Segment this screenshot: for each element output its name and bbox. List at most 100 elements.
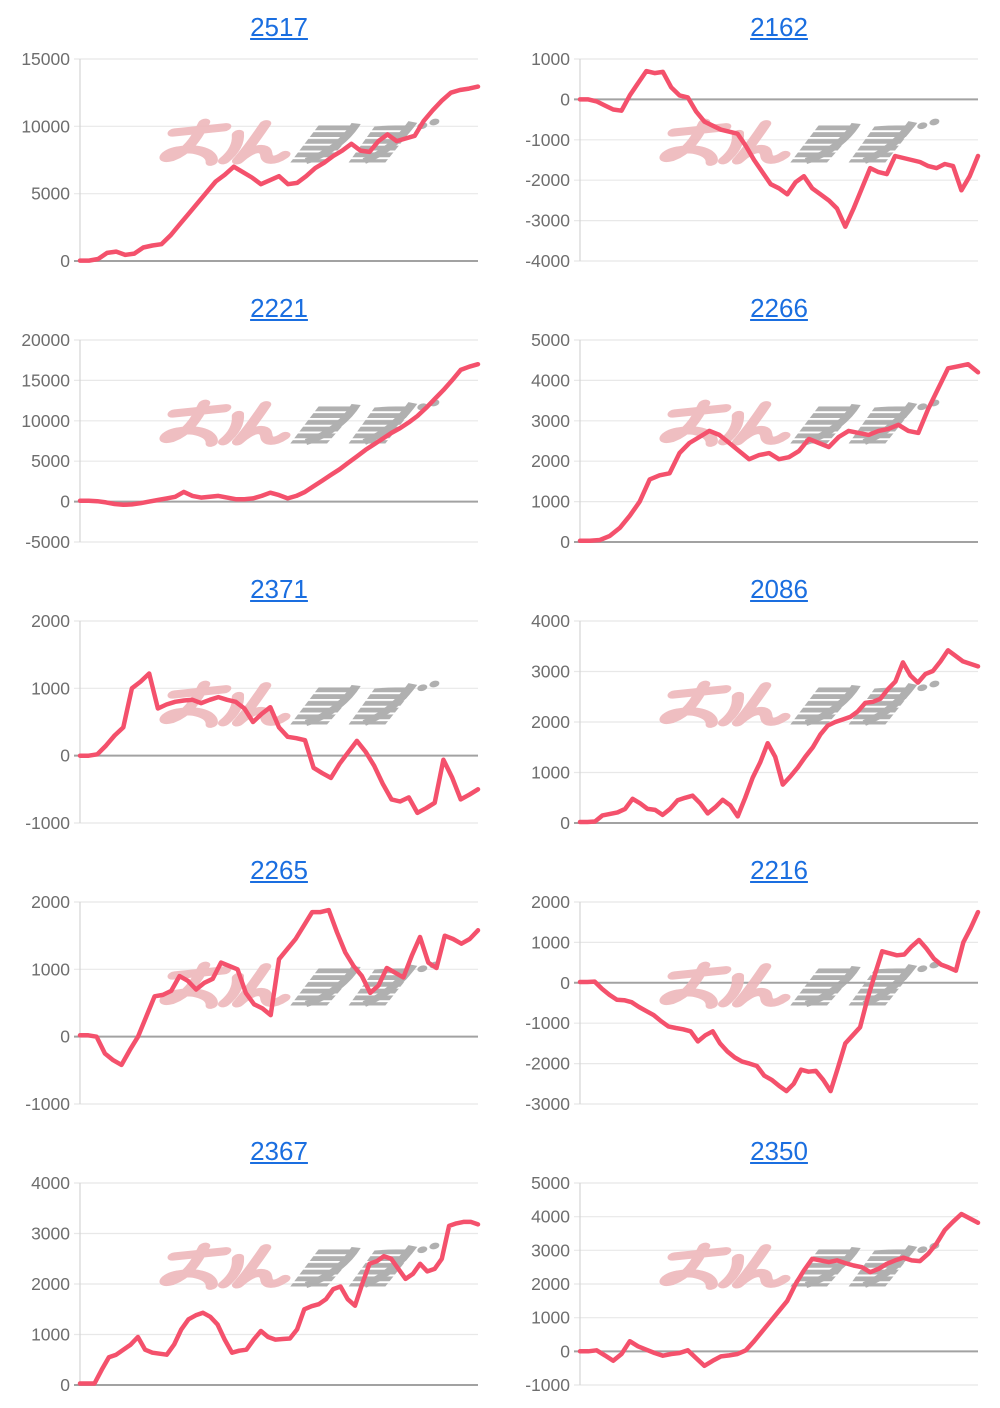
y-tick-label: -1000 <box>525 130 570 150</box>
gridlines: 4000 3000 2000 1000 0 <box>531 611 978 833</box>
y-tick-label: 2000 <box>31 892 70 912</box>
series-line <box>577 648 981 825</box>
gridlines: 2000 1000 0 -1000 <box>25 892 478 1114</box>
chart-panel-2266: 2266 5000 4000 3000 2000 1000 0 <box>500 286 1000 567</box>
y-tick-label: 2000 <box>531 892 570 912</box>
y-tick-label: 1000 <box>31 1325 70 1345</box>
y-tick-label: -5000 <box>25 532 70 552</box>
y-tick-label: 0 <box>560 532 570 552</box>
chart-plot: 2000 1000 0 -1000 -2000 -3000 <box>525 892 981 1114</box>
minkabu-watermark <box>663 681 941 725</box>
minkabu-watermark <box>163 400 441 444</box>
y-tick-label: 1000 <box>531 49 570 69</box>
chart-title-link[interactable]: 2086 <box>750 574 808 604</box>
y-tick-label: 2000 <box>531 1274 570 1294</box>
y-tick-label: 4000 <box>531 611 570 631</box>
chart-plot: 2000 1000 0 -1000 <box>25 611 481 833</box>
gridlines: 2000 1000 0 -1000 -2000 -3000 <box>525 892 978 1114</box>
gridlines: 1000 0 -1000 -2000 -3000 -4000 <box>525 49 978 271</box>
chart-title-link[interactable]: 2162 <box>750 12 808 42</box>
series-line <box>577 361 981 544</box>
chart-title-link[interactable]: 2266 <box>750 293 808 323</box>
gridlines: 4000 3000 2000 1000 0 <box>31 1173 478 1395</box>
gridlines: 15000 10000 5000 0 <box>21 49 478 271</box>
chart-title-link[interactable]: 2367 <box>250 1136 308 1166</box>
chart-panel-2350: 2350 5000 4000 3000 2000 1000 0 -1000 <box>500 1129 1000 1408</box>
chart-plot: 2000 1000 0 -1000 <box>25 892 481 1114</box>
chart-title-link[interactable]: 2350 <box>750 1136 808 1166</box>
y-tick-label: 10000 <box>21 116 70 136</box>
y-tick-label: 5000 <box>531 1173 570 1193</box>
chart-title-link[interactable]: 2221 <box>250 293 308 323</box>
y-tick-label: 0 <box>560 1341 570 1361</box>
y-tick-label: 1000 <box>31 959 70 979</box>
chart-title-link[interactable]: 2265 <box>250 855 308 885</box>
y-tick-label: -2000 <box>525 1054 570 1074</box>
y-tick-label: -3000 <box>525 211 570 231</box>
series-line <box>577 68 981 229</box>
y-tick-label: 0 <box>60 1375 70 1395</box>
chart-title-link[interactable]: 2216 <box>750 855 808 885</box>
y-tick-label: 4000 <box>531 1207 570 1227</box>
y-tick-label: 1000 <box>531 1308 570 1328</box>
chart-panel-2367: 2367 4000 3000 2000 1000 0 <box>0 1129 500 1408</box>
y-tick-label: 1000 <box>531 932 570 952</box>
chart-panel-2371: 2371 2000 1000 0 -1000 <box>0 567 500 848</box>
y-tick-label: 5000 <box>31 184 70 204</box>
y-tick-label: 0 <box>60 746 70 766</box>
chart-panel-2265: 2265 2000 1000 0 -1000 <box>0 848 500 1129</box>
y-tick-label: 0 <box>60 251 70 271</box>
series-line <box>77 361 481 508</box>
y-tick-label: -3000 <box>525 1094 570 1114</box>
minkabu-watermark <box>163 1243 441 1287</box>
chart-panel-2086: 2086 4000 3000 2000 1000 0 <box>500 567 1000 848</box>
chart-panel-2216: 2216 2000 1000 0 -1000 -2000 -3000 <box>500 848 1000 1129</box>
gridlines: 2000 1000 0 -1000 <box>25 611 478 833</box>
y-tick-label: 10000 <box>21 411 70 431</box>
y-tick-label: -1000 <box>525 1375 570 1395</box>
y-tick-label: 2000 <box>531 451 570 471</box>
series-line <box>77 84 481 263</box>
y-tick-label: 1000 <box>531 492 570 512</box>
y-tick-label: -1000 <box>25 813 70 833</box>
y-tick-label: 15000 <box>21 370 70 390</box>
chart-title-link[interactable]: 2517 <box>250 12 308 42</box>
chart-title-link[interactable]: 2371 <box>250 574 308 604</box>
y-tick-label: 0 <box>560 89 570 109</box>
series-line <box>77 1219 481 1386</box>
chart-plot: 4000 3000 2000 1000 0 <box>31 1173 481 1395</box>
y-tick-label: 3000 <box>31 1224 70 1244</box>
series-line <box>577 1211 981 1369</box>
y-tick-label: 5000 <box>31 451 70 471</box>
gridlines: 20000 15000 10000 5000 0 -5000 <box>21 330 478 552</box>
y-tick-label: 2000 <box>31 1274 70 1294</box>
y-tick-label: -1000 <box>525 1013 570 1033</box>
chart-plot: 5000 4000 3000 2000 1000 0 -1000 <box>525 1173 981 1395</box>
y-tick-label: 5000 <box>531 330 570 350</box>
y-tick-label: 0 <box>60 1027 70 1047</box>
chart-panel-2517: 2517 15000 10000 5000 0 <box>0 5 500 286</box>
chart-plot: 1000 0 -1000 -2000 -3000 -4000 <box>525 49 981 271</box>
y-tick-label: -1000 <box>25 1094 70 1114</box>
y-tick-label: 1000 <box>31 678 70 698</box>
minkabu-watermark <box>663 1243 941 1287</box>
y-tick-label: 3000 <box>531 411 570 431</box>
chart-plot: 15000 10000 5000 0 <box>21 49 481 271</box>
chart-panel-2162: 2162 1000 0 -1000 -2000 -3000 -4000 <box>500 5 1000 286</box>
y-tick-label: 3000 <box>531 1240 570 1260</box>
series-line <box>577 909 981 1094</box>
y-tick-label: 2000 <box>531 712 570 732</box>
y-tick-label: 4000 <box>531 370 570 390</box>
y-tick-label: -4000 <box>525 251 570 271</box>
y-tick-label: 15000 <box>21 49 70 69</box>
chart-plot: 4000 3000 2000 1000 0 <box>531 611 981 833</box>
y-tick-label: 0 <box>560 973 570 993</box>
gridlines: 5000 4000 3000 2000 1000 0 -1000 <box>525 1173 978 1395</box>
y-tick-label: 4000 <box>31 1173 70 1193</box>
y-tick-label: 2000 <box>31 611 70 631</box>
y-tick-label: 3000 <box>531 662 570 682</box>
y-tick-label: 0 <box>60 492 70 512</box>
minkabu-watermark <box>663 400 941 444</box>
